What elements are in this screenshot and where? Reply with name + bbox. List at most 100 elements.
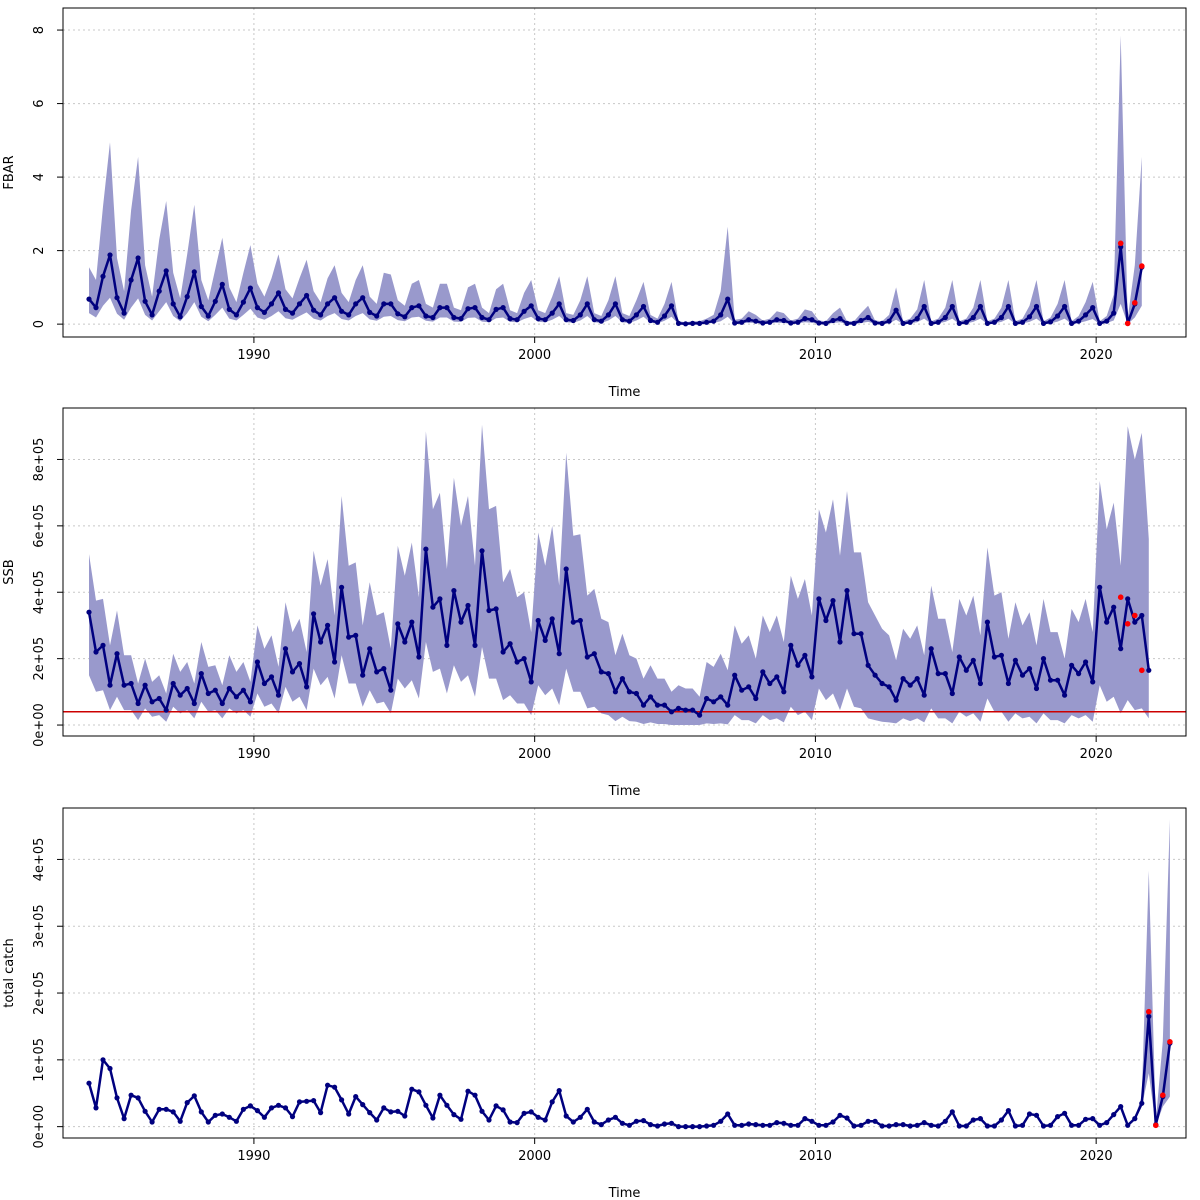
data-point: [570, 1119, 576, 1125]
data-point: [521, 656, 527, 662]
data-point: [149, 699, 155, 705]
data-point: [795, 319, 801, 325]
data-point: [395, 311, 401, 317]
projection-point: [1117, 594, 1124, 600]
data-point: [704, 695, 710, 702]
data-point: [423, 546, 429, 552]
data-point: [514, 1120, 520, 1126]
data-point: [128, 680, 134, 687]
x-tick-label: 2010: [799, 1149, 832, 1164]
data-point: [430, 314, 436, 321]
data-point: [121, 310, 127, 316]
x-tick-label: 2020: [1080, 1149, 1113, 1164]
data-point: [704, 319, 710, 325]
data-point: [675, 1124, 682, 1130]
y-tick-label: 2e+05: [32, 637, 47, 681]
data-point: [226, 685, 232, 692]
data-point: [205, 690, 211, 697]
data-point: [1005, 1108, 1012, 1114]
data-point: [760, 669, 766, 675]
data-point: [984, 1123, 991, 1129]
data-point: [107, 252, 113, 258]
data-point: [1076, 318, 1082, 324]
data-point: [1069, 662, 1075, 668]
data-point: [1040, 320, 1047, 326]
data-point: [360, 295, 366, 301]
data-point: [254, 1108, 260, 1114]
projection-point: [1167, 1039, 1173, 1045]
y-tick-label: 4e+05: [32, 838, 47, 882]
data-point: [1047, 319, 1054, 325]
data-point: [114, 1095, 120, 1101]
data-point: [212, 298, 218, 304]
data-point: [247, 1103, 253, 1109]
data-point: [725, 1111, 731, 1117]
data-point: [767, 1122, 773, 1128]
data-point: [690, 707, 696, 713]
data-point: [577, 312, 583, 318]
data-point: [296, 301, 303, 307]
y-tick-label: 4: [32, 173, 47, 181]
data-point: [1040, 656, 1047, 662]
data-point: [711, 318, 717, 324]
data-point: [942, 1118, 948, 1124]
data-point: [381, 301, 387, 307]
data-point: [388, 687, 394, 693]
data-point: [626, 689, 633, 695]
data-point: [304, 684, 310, 690]
data-point: [563, 566, 569, 572]
y-tick-label: 0e+00: [32, 1105, 47, 1149]
data-point: [605, 1117, 612, 1123]
data-point: [128, 277, 134, 283]
data-point: [711, 699, 717, 705]
data-point: [198, 671, 204, 677]
data-point: [1132, 619, 1138, 625]
data-point: [970, 1117, 976, 1123]
data-point: [858, 631, 864, 637]
data-point: [1012, 657, 1019, 663]
data-point: [935, 1123, 941, 1129]
data-point: [683, 321, 689, 327]
data-point: [619, 1120, 626, 1126]
data-point: [486, 607, 492, 614]
data-point: [247, 699, 253, 705]
data-point: [1062, 1110, 1068, 1116]
data-point: [1111, 604, 1117, 610]
data-point: [865, 314, 871, 321]
data-point: [956, 1123, 962, 1129]
data-point: [626, 318, 633, 324]
confidence-band: [89, 424, 1149, 725]
data-point: [219, 1111, 225, 1117]
data-point: [977, 303, 984, 310]
data-point: [367, 1110, 373, 1116]
y-tick-label: 6: [32, 99, 47, 107]
data-point: [753, 695, 759, 702]
x-tick-label: 1990: [237, 348, 270, 363]
data-point: [654, 702, 661, 708]
data-point: [795, 662, 801, 668]
data-point: [156, 1106, 162, 1112]
x-axis-title: Time: [608, 784, 641, 799]
data-point: [93, 305, 99, 311]
data-point: [163, 1106, 169, 1112]
data-point: [1090, 679, 1096, 685]
data-point: [465, 306, 471, 312]
x-axis-title: Time: [608, 385, 641, 400]
data-point: [830, 317, 836, 324]
data-point: [240, 1106, 246, 1112]
data-point: [289, 1114, 296, 1120]
data-point: [318, 312, 324, 318]
data-point: [289, 310, 296, 316]
data-point: [1097, 320, 1103, 326]
x-tick-label: 2020: [1080, 348, 1113, 363]
data-point: [1104, 1120, 1110, 1126]
data-point: [493, 1103, 499, 1109]
data-point: [928, 320, 934, 326]
projection-point: [1139, 263, 1145, 269]
data-point: [416, 1089, 422, 1095]
data-point: [886, 684, 892, 690]
data-point: [942, 314, 948, 321]
data-point: [893, 307, 899, 313]
data-point: [374, 313, 380, 319]
data-point: [528, 679, 534, 685]
